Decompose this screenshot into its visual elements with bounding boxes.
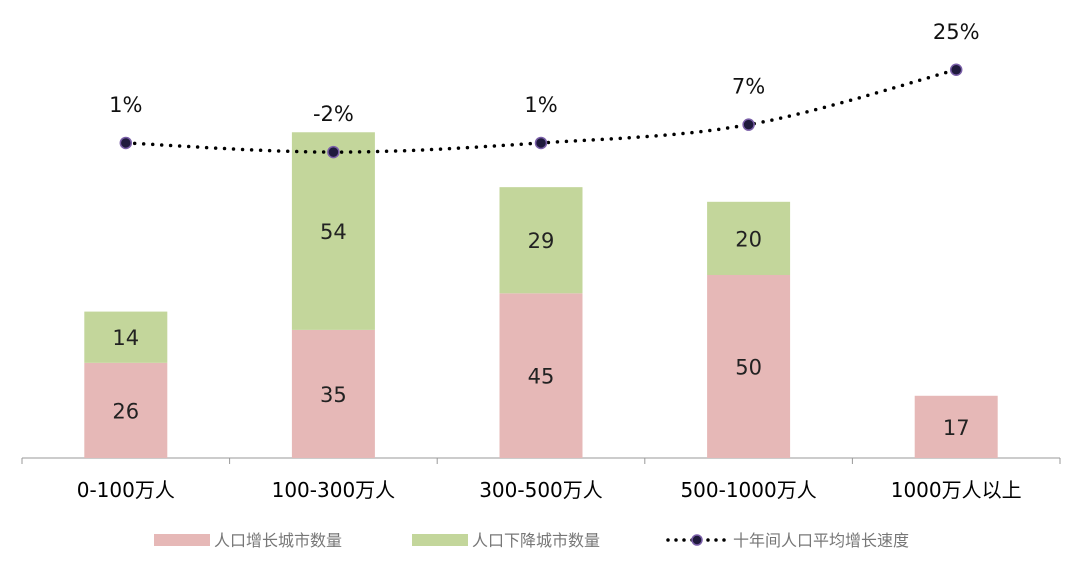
bar-label: 14 (112, 326, 139, 350)
growth-rate-point (327, 145, 340, 159)
bar-label: 17 (943, 416, 970, 440)
growth-rate-point (949, 63, 963, 76)
legend-label-decline: 人口下降城市数量 (472, 531, 600, 550)
legend-label-line: 十年间人口平均增长速度 (733, 531, 909, 550)
bar-label: 54 (320, 220, 347, 244)
bar-decline (84, 311, 168, 363)
bar-label: 29 (528, 229, 555, 253)
growth-rate-label: 7% (732, 75, 765, 99)
bar-growth (499, 293, 583, 458)
growth-rate-point (534, 136, 548, 150)
x-tick-label: 1000万人以上 (891, 478, 1022, 502)
bar-label: 35 (320, 383, 347, 407)
bar-label: 20 (735, 227, 762, 251)
bar-label: 26 (112, 399, 139, 423)
x-tick-label: 100-300万人 (272, 478, 396, 502)
x-tick-label: 500-1000万人 (680, 478, 816, 502)
legend-label-growth: 人口增长城市数量 (214, 531, 342, 550)
bar-label: 45 (528, 365, 555, 389)
bar-label: 50 (735, 356, 762, 380)
bar-growth (291, 329, 375, 458)
bar-growth (707, 275, 791, 458)
x-tick-label: 300-500万人 (479, 478, 603, 502)
legend-swatch-growth (154, 534, 210, 546)
growth-rate-label: 1% (524, 93, 557, 117)
growth-rate-label: 25% (933, 20, 980, 44)
growth-rate-label: -2% (313, 102, 354, 126)
bar-growth (84, 362, 168, 458)
growth-rate-point (119, 136, 133, 150)
growth-rate-label: 1% (109, 93, 142, 117)
bar-growth (914, 395, 998, 458)
bar-decline (291, 132, 375, 330)
legend-swatch-marker (691, 534, 703, 546)
legend-swatch-decline (412, 534, 468, 546)
x-tick-label: 0-100万人 (77, 478, 175, 502)
bar-decline (707, 201, 791, 275)
growth-rate-point (742, 118, 755, 131)
bar-decline (499, 187, 583, 294)
